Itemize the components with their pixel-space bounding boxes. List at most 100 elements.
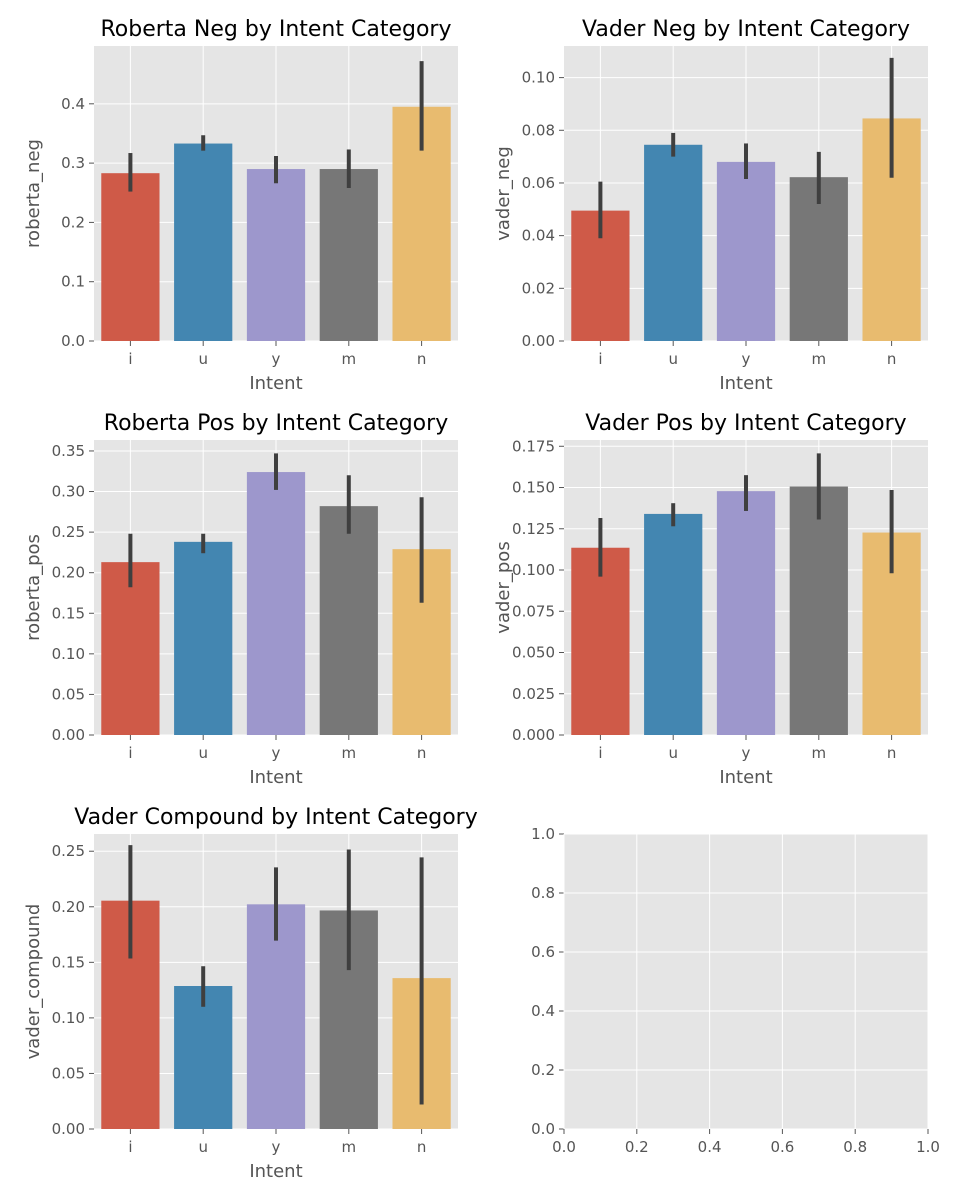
chart-title: Vader Pos by Intent Category: [585, 411, 906, 436]
y-tick-label: 0.10: [522, 69, 555, 87]
bar: [246, 472, 306, 735]
y-tick-label: 0.35: [52, 442, 85, 460]
bar: [644, 513, 703, 735]
y-tick-label: 0.1: [61, 273, 85, 291]
y-tick-label: 0.000: [512, 726, 555, 744]
y-tick-label: 0.00: [52, 726, 85, 744]
y-tick-label: 1.0: [531, 825, 555, 843]
y-tick-label: 0.3: [61, 154, 85, 172]
y-tick-label: 0.15: [52, 953, 85, 971]
x-tick-label: u: [668, 350, 678, 368]
bar: [716, 491, 776, 735]
x-tick-label: m: [341, 350, 356, 368]
x-tick-label: n: [417, 350, 427, 368]
chart-title: Roberta Pos by Intent Category: [104, 411, 448, 436]
x-tick-label: 0.6: [770, 1138, 794, 1156]
x-tick-label: i: [128, 350, 132, 368]
y-tick-label: 0.025: [512, 685, 555, 703]
x-tick-label: u: [198, 744, 208, 762]
subplot-3: 0.00 0.05 0.10 0.15 0.20 0.25 0.30 0.35 i u y m n Rob…: [23, 411, 458, 788]
x-axis-label: Intent: [249, 767, 302, 788]
y-axis-label: roberta_pos: [23, 534, 44, 641]
subplot-4: 0.000 0.025 0.050 0.075 0.100 0.125 0.150 0.175…: [493, 411, 928, 788]
subplot-2: 0.00 0.02 0.04 0.06 0.08 0.10 i u y m n Vader Neg b…: [493, 17, 928, 394]
y-tick-label: 0.30: [52, 483, 85, 501]
y-tick-label: 0.100: [512, 561, 555, 579]
x-tick-label: n: [417, 744, 427, 762]
x-tick-label: 0.0: [552, 1138, 576, 1156]
y-tick-label: 0.20: [52, 898, 85, 916]
x-tick-label: 0.4: [698, 1138, 722, 1156]
x-tick-label: u: [668, 744, 678, 762]
x-tick-label: y: [272, 350, 281, 368]
x-tick-label: y: [272, 744, 281, 762]
y-tick-label: 0.06: [522, 174, 555, 192]
chart-title: Vader Neg by Intent Category: [582, 17, 910, 42]
y-tick-label: 0.6: [531, 943, 555, 961]
y-tick-label: 0.10: [52, 645, 85, 663]
bar: [319, 169, 378, 341]
x-tick-label: m: [341, 1138, 356, 1156]
x-axis-label: Intent: [719, 373, 772, 394]
y-tick-label: 0.05: [52, 1064, 85, 1082]
y-tick-label: 0.2: [61, 213, 85, 231]
y-tick-label: 0.2: [531, 1061, 555, 1079]
chart-title: Vader Compound by Intent Category: [74, 805, 478, 830]
x-tick-label: y: [742, 744, 751, 762]
x-axis-label: Intent: [249, 1161, 302, 1182]
x-tick-label: n: [887, 350, 897, 368]
y-tick-label: 0.0: [61, 332, 85, 350]
x-tick-label: 1.0: [916, 1138, 940, 1156]
subplot-6: 0.0 0.2 0.4 0.6 0.8 1.0 0.0 0.2 0.4 0.6 0.8 1.0: [531, 825, 940, 1156]
plot-area: [564, 834, 928, 1129]
x-tick-label: y: [742, 350, 751, 368]
x-tick-label: i: [128, 1138, 132, 1156]
y-axis-label: roberta_neg: [23, 139, 44, 248]
y-tick-label: 0.25: [52, 523, 85, 541]
y-tick-label: 0.4: [61, 95, 85, 113]
x-tick-label: m: [341, 744, 356, 762]
y-tick-label: 0.0: [531, 1120, 555, 1138]
bar: [101, 562, 160, 735]
y-tick-label: 0.075: [512, 602, 555, 620]
chart-title: Roberta Neg by Intent Category: [101, 17, 452, 42]
y-axis-label: vader_pos: [493, 541, 514, 633]
y-axis-label: vader_compound: [23, 904, 44, 1060]
x-tick-label: y: [272, 1138, 281, 1156]
bar: [789, 177, 848, 341]
x-tick-label: i: [128, 744, 132, 762]
x-tick-label: u: [198, 350, 208, 368]
x-tick-label: m: [811, 350, 826, 368]
y-tick-label: 0.050: [512, 644, 555, 662]
bar: [174, 143, 233, 341]
bar: [246, 904, 306, 1129]
subplot-1: 0.0 0.1 0.2 0.3 0.4 i u y m n Roberta Neg by Inten…: [23, 17, 458, 394]
bar: [174, 986, 233, 1129]
y-tick-label: 0.8: [531, 884, 555, 902]
y-tick-label: 0.4: [531, 1002, 555, 1020]
x-tick-label: 0.2: [625, 1138, 649, 1156]
x-axis-label: Intent: [719, 767, 772, 788]
bar: [174, 541, 233, 735]
y-tick-label: 0.15: [52, 604, 85, 622]
y-tick-label: 0.08: [522, 121, 555, 139]
bar: [571, 547, 630, 735]
x-tick-label: 0.8: [843, 1138, 867, 1156]
x-axis-label: Intent: [249, 373, 302, 394]
x-tick-label: u: [198, 1138, 208, 1156]
bar: [319, 506, 378, 735]
y-tick-label: 0.175: [512, 437, 555, 455]
y-tick-label: 0.20: [52, 564, 85, 582]
x-tick-label: i: [598, 350, 602, 368]
bar: [789, 486, 848, 735]
x-tick-label: n: [887, 744, 897, 762]
x-tick-label: m: [811, 744, 826, 762]
y-tick-label: 0.00: [522, 332, 555, 350]
y-tick-label: 0.04: [522, 227, 555, 245]
y-tick-label: 0.05: [52, 685, 85, 703]
y-tick-label: 0.25: [52, 842, 85, 860]
y-tick-label: 0.125: [512, 520, 555, 538]
y-tick-label: 0.02: [522, 279, 555, 297]
y-tick-label: 0.10: [52, 1009, 85, 1027]
